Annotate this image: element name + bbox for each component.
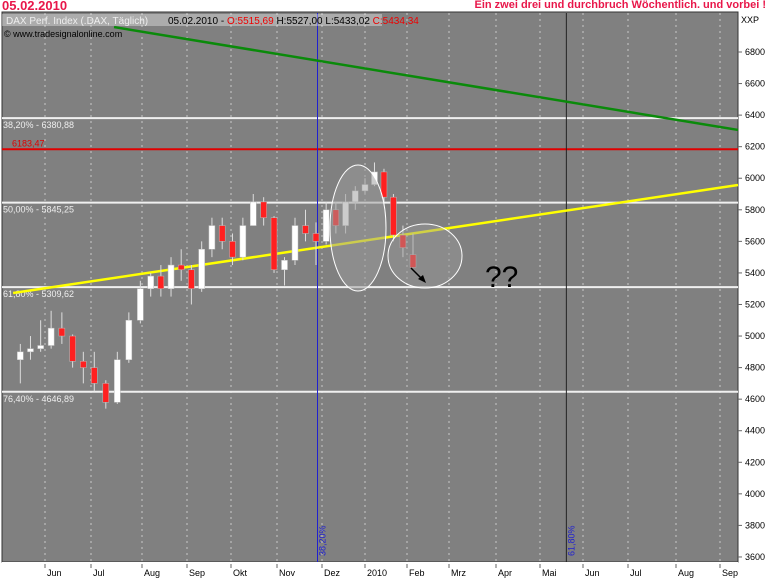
candle (208, 225, 216, 250)
candle (69, 335, 76, 362)
y-tick-label: 5400 (745, 268, 765, 278)
y-tick-label: 6800 (745, 47, 765, 57)
level-label: 50,00% - 5845,25 (3, 205, 74, 215)
y-tick-label: 4800 (745, 363, 765, 373)
time-fib-label: 38,20% (318, 525, 328, 556)
y-tick-label: 5200 (745, 299, 765, 309)
top-ellipse (329, 164, 387, 292)
y-tick-label: 4000 (745, 489, 765, 499)
question-annotation: ?? (485, 261, 518, 294)
candle (322, 209, 330, 242)
y-tick-label: 6600 (745, 79, 765, 89)
chart-note: Ein zwei drei und durchbruch Wöchentlich… (474, 0, 766, 11)
legend-ohlc: 05.02.2010 - O:5515,69 H:5527,00 L:5433,… (168, 16, 419, 27)
x-tick-label: Aug (678, 568, 694, 578)
candle (291, 225, 299, 261)
y-tick-label: 5600 (745, 236, 765, 246)
x-tick-label: Jul (93, 568, 105, 578)
x-tick-label: Nov (279, 568, 296, 578)
candle (47, 327, 55, 346)
level-label: 61,80% - 5309,62 (3, 289, 74, 299)
green-trend-line (113, 25, 739, 132)
chart-date-title: 05.02.2010 (2, 0, 68, 13)
x-tick-label: Jun (47, 568, 62, 578)
candle (250, 201, 257, 226)
candle (177, 264, 185, 271)
candle (302, 225, 309, 234)
y-tick-label: 5800 (745, 205, 765, 215)
y-tick-label: 4200 (745, 457, 765, 467)
legend: DAX Perf. Index (.DAX, Täglich) 05.02.20… (2, 14, 419, 39)
candle (147, 275, 154, 289)
candle (380, 171, 388, 198)
x-tick-label: 2010 (367, 568, 387, 578)
candle (167, 264, 175, 289)
candle (188, 269, 195, 289)
candle (80, 361, 87, 368)
y-tick-label: 6200 (745, 142, 765, 152)
y-tick-label: 5000 (745, 331, 765, 341)
candle (17, 351, 24, 360)
legend-instrument: DAX Perf. Index (.DAX, Täglich) (6, 16, 148, 27)
candle (399, 234, 407, 248)
y-tick-label: 6400 (745, 110, 765, 120)
candle (137, 288, 144, 321)
x-tick-label: Sep (722, 568, 738, 578)
candle (218, 225, 226, 242)
candle (157, 275, 165, 289)
candle (102, 383, 110, 403)
legend-source: © www.tradesignalonline.com (4, 29, 122, 39)
target-ellipse (387, 223, 463, 289)
candle (27, 348, 34, 353)
candle (125, 320, 133, 360)
x-tick-label: Feb (409, 568, 425, 578)
y-tick-label: 3600 (745, 552, 765, 562)
y-tick-label: 4400 (745, 426, 765, 436)
candle (390, 196, 397, 236)
candle (91, 367, 98, 384)
time-fib-label: 61,80% (566, 525, 576, 556)
y-axis-unit: XXP (741, 15, 759, 25)
arrow-head-icon (418, 275, 426, 283)
candle (270, 217, 278, 271)
x-tick-label: Okt (233, 568, 248, 578)
x-tick-label: Mai (542, 568, 557, 578)
level-label: 76,40% - 4646,89 (3, 394, 74, 404)
y-tick-label: 6000 (745, 173, 765, 183)
x-tick-label: Mrz (451, 568, 466, 578)
candle (114, 359, 121, 403)
y-tick-label: 3800 (745, 520, 765, 530)
y-tick-label: 4600 (745, 394, 765, 404)
x-tick-label: Aug (144, 568, 160, 578)
level-label: 38,20% - 6380,88 (3, 120, 74, 130)
candle (58, 327, 66, 337)
candle (239, 225, 247, 258)
x-tick-label: Apr (498, 568, 512, 578)
candle (409, 254, 417, 268)
x-tick-label: Jun (585, 568, 600, 578)
candle (281, 260, 288, 271)
candle (260, 201, 267, 218)
level-label: 6183,47 (12, 138, 45, 148)
x-tick-label: Dez (324, 568, 341, 578)
x-tick-label: Sep (189, 568, 205, 578)
candle (37, 345, 44, 349)
x-tick-label: Jul (630, 568, 642, 578)
candle (312, 233, 320, 242)
candle (198, 249, 205, 289)
candle (229, 241, 236, 258)
